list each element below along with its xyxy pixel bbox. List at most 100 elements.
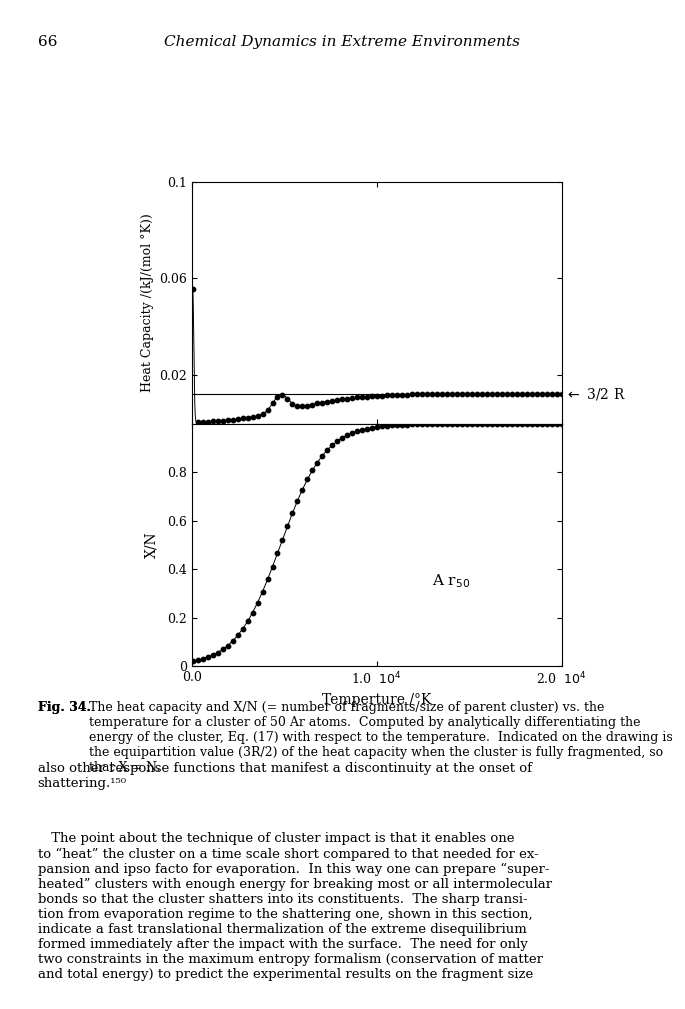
Point xyxy=(521,385,532,402)
Point xyxy=(192,652,203,668)
Text: $\leftarrow$ 3/2 R: $\leftarrow$ 3/2 R xyxy=(565,385,626,402)
Point xyxy=(556,385,567,402)
Point xyxy=(462,416,473,432)
Point xyxy=(207,647,218,663)
Point xyxy=(257,583,268,599)
Point xyxy=(357,388,368,405)
Point xyxy=(387,418,398,434)
Point xyxy=(501,416,512,432)
Point xyxy=(501,385,512,402)
Point xyxy=(277,386,288,403)
Point xyxy=(252,594,263,610)
Point xyxy=(247,409,258,425)
Point xyxy=(491,385,502,402)
Point xyxy=(377,387,388,404)
Point xyxy=(272,545,283,561)
Point xyxy=(327,393,338,409)
Text: also other response functions that manifest a discontinuity at the onset of
shat: also other response functions that manif… xyxy=(38,762,532,790)
Point xyxy=(217,642,228,658)
Point xyxy=(242,613,253,630)
Point xyxy=(247,604,258,621)
Point xyxy=(342,390,353,407)
Point xyxy=(252,408,263,424)
Point xyxy=(362,388,373,405)
Text: Fig. 34.: Fig. 34. xyxy=(38,701,90,714)
Point xyxy=(482,385,493,402)
Point xyxy=(477,385,488,402)
Point xyxy=(307,462,318,478)
Point xyxy=(312,396,323,412)
Text: Fig. 34.: Fig. 34. xyxy=(38,701,90,714)
Point xyxy=(347,389,358,406)
Text: The point about the technique of cluster impact is that it enables one
to “heat”: The point about the technique of cluster… xyxy=(38,832,552,981)
Point xyxy=(272,388,283,405)
Point xyxy=(282,519,293,535)
Point xyxy=(532,385,543,402)
Point xyxy=(287,396,298,412)
Point xyxy=(302,471,313,487)
Point xyxy=(392,386,403,403)
Point xyxy=(197,414,208,430)
Point xyxy=(447,416,458,432)
Point xyxy=(242,410,253,426)
Point xyxy=(407,417,418,433)
Point xyxy=(551,416,562,432)
Point xyxy=(192,414,203,430)
Point xyxy=(197,651,208,667)
Point xyxy=(427,416,438,432)
Point xyxy=(297,399,308,415)
Point xyxy=(536,416,547,432)
Point xyxy=(491,416,502,432)
Point xyxy=(451,416,462,432)
Point xyxy=(432,416,443,432)
Point xyxy=(546,385,557,402)
Point xyxy=(332,391,342,408)
Point xyxy=(207,414,218,430)
Point xyxy=(357,422,368,438)
Point xyxy=(187,282,198,298)
Point xyxy=(412,417,423,433)
Point xyxy=(227,412,238,428)
Point xyxy=(506,385,517,402)
Text: The heat capacity and X/N (= number of fragments/size of parent cluster) vs. the: The heat capacity and X/N (= number of f… xyxy=(89,701,673,774)
Point xyxy=(471,416,482,432)
Point xyxy=(337,430,348,446)
Point xyxy=(407,386,418,403)
Text: 66: 66 xyxy=(38,35,57,49)
Point xyxy=(401,386,412,403)
Point xyxy=(466,385,477,402)
Point xyxy=(397,417,408,433)
Point xyxy=(397,386,408,403)
Text: Chemical Dynamics in Extreme Environments: Chemical Dynamics in Extreme Environment… xyxy=(164,35,521,49)
Point xyxy=(416,386,427,403)
Point xyxy=(482,416,493,432)
Point xyxy=(521,416,532,432)
Point xyxy=(551,385,562,402)
Point xyxy=(187,654,198,670)
Point xyxy=(342,427,353,443)
Point xyxy=(232,628,243,644)
Point xyxy=(237,621,248,637)
Point xyxy=(387,387,398,404)
Point xyxy=(372,419,383,435)
Point xyxy=(526,385,537,402)
Point xyxy=(392,417,403,433)
Point xyxy=(352,423,363,439)
Point xyxy=(267,396,278,412)
Point xyxy=(292,398,303,414)
Point xyxy=(442,416,453,432)
Point xyxy=(257,406,268,422)
Point xyxy=(322,442,333,458)
Point xyxy=(267,559,278,575)
Point xyxy=(332,433,342,449)
Point xyxy=(232,411,243,427)
Point xyxy=(202,649,213,665)
Point xyxy=(327,437,338,453)
Point xyxy=(486,416,497,432)
Point xyxy=(451,385,462,402)
Point xyxy=(322,394,333,410)
Point xyxy=(456,385,467,402)
Point xyxy=(442,385,453,402)
Point xyxy=(486,385,497,402)
Point xyxy=(302,398,313,414)
